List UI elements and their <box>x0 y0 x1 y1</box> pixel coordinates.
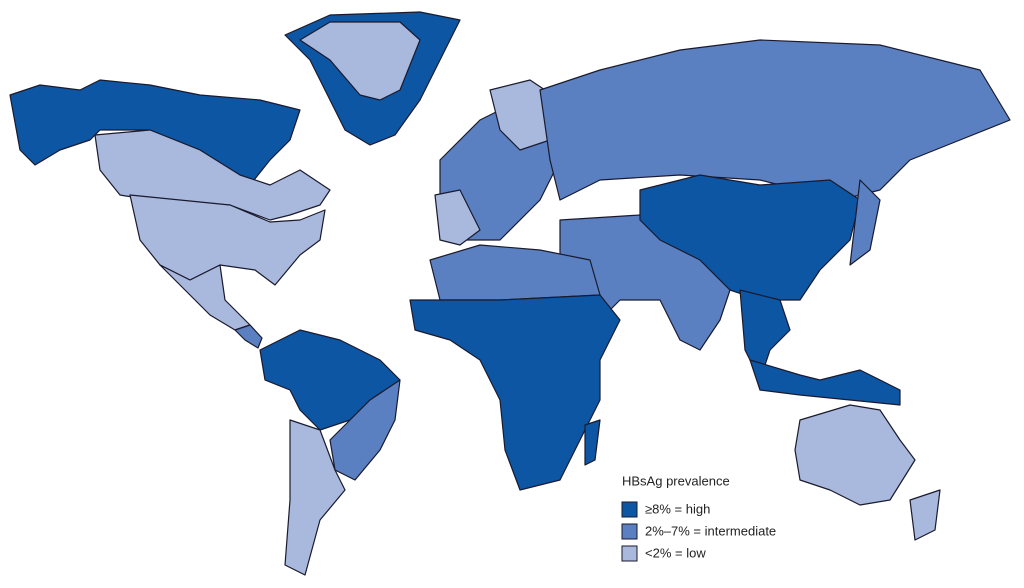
legend: HBsAg prevalence ≥8% = high 2%–7% = inter… <box>621 473 776 562</box>
japan <box>849 179 881 266</box>
mexico <box>159 264 251 331</box>
legend-label: 2%–7% = intermediate <box>645 523 776 538</box>
australia <box>794 404 916 506</box>
central-america <box>234 324 263 349</box>
legend-label: <2% = low <box>645 545 706 560</box>
map-regions <box>9 11 1011 576</box>
madagascar <box>584 419 601 466</box>
legend-title: HBsAg prevalence <box>622 473 730 488</box>
indonesia <box>749 359 901 406</box>
legend-label: ≥8% = high <box>645 501 710 516</box>
southeast-asia <box>739 289 791 381</box>
russia <box>539 39 1011 201</box>
greenland-interior <box>299 21 421 101</box>
southern-cone <box>284 419 346 576</box>
legend-swatch <box>621 501 638 518</box>
legend-swatch <box>621 545 638 562</box>
legend-swatch <box>621 523 638 540</box>
new-zealand <box>909 489 941 541</box>
western-europe <box>434 189 481 246</box>
alaska-north-canada <box>9 79 301 186</box>
china-central-asia <box>639 174 861 301</box>
brazil-east <box>329 379 401 481</box>
sub-saharan-africa <box>409 294 621 491</box>
